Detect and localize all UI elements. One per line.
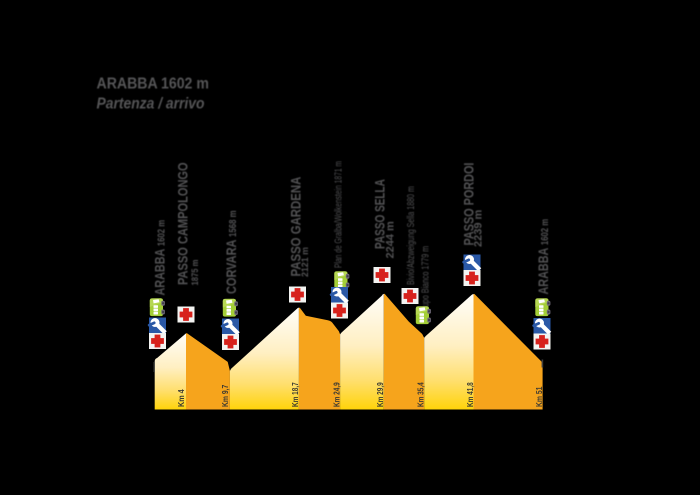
svg-text:PASSO GARDENA: PASSO GARDENA [288,177,303,277]
svg-text:Plan de Gralba/Wolkenstein 187: Plan de Gralba/Wolkenstein 1871 m [332,161,344,268]
svg-text:PASSO PORDOI: PASSO PORDOI [461,163,476,246]
svg-text:PASSO CAMPOLONGO: PASSO CAMPOLONGO [175,162,190,285]
svg-text:Km 35,4: Km 35,4 [416,382,426,407]
svg-text:ARABBA 1602 m: ARABBA 1602 m [536,219,552,295]
svg-text:2121 m: 2121 m [300,247,310,277]
svg-text:ARABBA 1602 m: ARABBA 1602 m [152,220,168,296]
svg-text:2244 m: 2244 m [384,221,396,259]
svg-text:ARABBA 1602 m: ARABBA 1602 m [97,76,209,93]
svg-text:Km 29,9: Km 29,9 [375,382,385,407]
svg-text:Km 41,8: Km 41,8 [465,382,475,407]
svg-text:Km 18,7: Km 18,7 [290,382,300,407]
svg-text:1875 m: 1875 m [189,259,200,285]
svg-text:Km 51: Km 51 [534,386,544,407]
svg-text:Km 24,9: Km 24,9 [332,382,342,407]
svg-text:Bivio/Abzweigung Sella 1880 m: Bivio/Abzweigung Sella 1880 m [405,186,417,285]
svg-text:CORVARA 1568 m: CORVARA 1568 m [224,210,240,294]
svg-text:Km 9,7: Km 9,7 [220,385,230,407]
svg-text:Partenza / arrivo: Partenza / arrivo [97,96,205,113]
svg-text:Lupo Bianco 1779 m: Lupo Bianco 1779 m [419,246,431,311]
svg-text:2239 m: 2239 m [473,209,485,247]
svg-text:Km 4: Km 4 [176,389,186,407]
svg-text:PASSO SELLA: PASSO SELLA [372,179,388,249]
